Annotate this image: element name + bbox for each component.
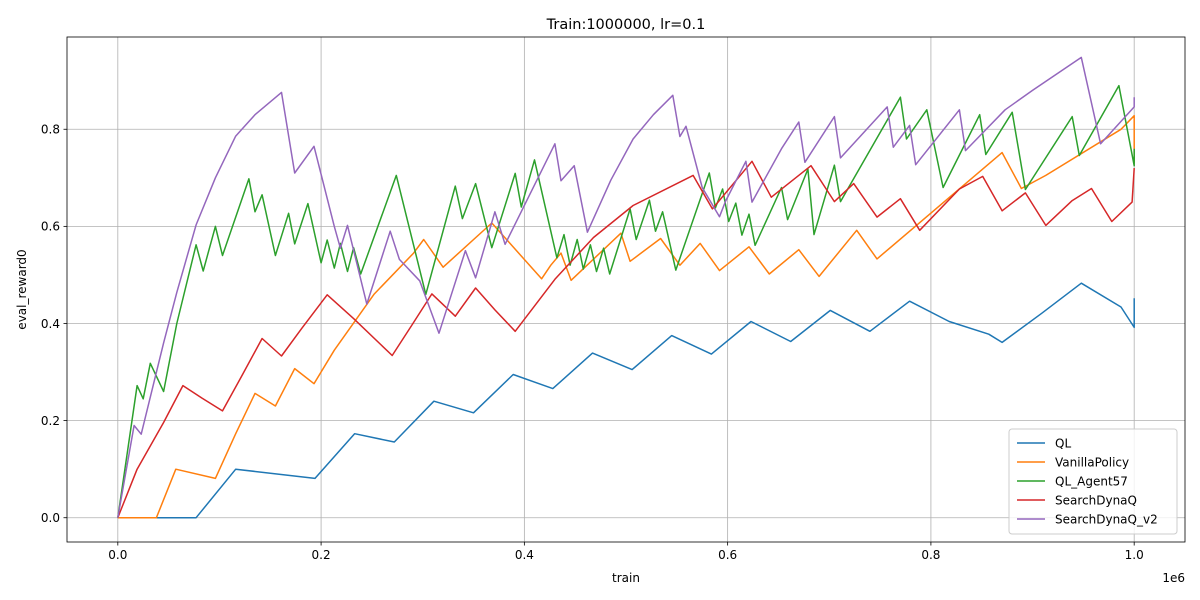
x-tick-label: 0.2: [312, 548, 331, 562]
legend-label: SearchDynaQ: [1055, 493, 1137, 507]
x-tick-label: 0.6: [718, 548, 737, 562]
legend-label: QL_Agent57: [1055, 474, 1128, 488]
y-tick-label: 0.8: [41, 123, 60, 137]
y-axis-label: eval_reward0: [15, 249, 29, 329]
legend-label: SearchDynaQ_v2: [1055, 512, 1158, 526]
series-line-vanillapolicy: [117, 114, 1135, 519]
series-line-ql: [117, 282, 1135, 519]
plot-frame: [66, 36, 1186, 543]
legend: QL VanillaPolicy QL_Agent57 SearchDynaQ Sear…: [1008, 428, 1178, 535]
y-tick-label: 0.2: [41, 414, 60, 428]
y-tick-label: 0.4: [41, 317, 60, 331]
series-lines: [117, 56, 1135, 519]
grid-lines: [67, 37, 1185, 542]
series-line-searchdynaq-v2: [117, 56, 1135, 518]
series-line-ql-agent57: [117, 84, 1135, 518]
axis-ticks: 0.0 0.2 0.4 0.6 0.8 1.0 0.0 0.2 0.4 0.6 0.8: [41, 123, 1144, 562]
x-tick-label: 1.0: [1125, 548, 1144, 562]
legend-box: [1008, 428, 1178, 535]
y-tick-label: 0.6: [41, 220, 60, 234]
y-tick-label: 0.0: [41, 511, 60, 525]
x-axis-offset-label: 1e6: [1162, 571, 1185, 585]
x-tick-label: 0.4: [515, 548, 534, 562]
x-tick-label: 0.8: [921, 548, 940, 562]
x-axis-label: train: [612, 571, 640, 585]
legend-label: QL: [1055, 436, 1071, 450]
legend-label: VanillaPolicy: [1055, 455, 1129, 469]
chart-title: Train:1000000, lr=0.1: [546, 17, 706, 33]
x-tick-label: 0.0: [108, 548, 127, 562]
series-line-searchdynaq: [117, 160, 1135, 518]
